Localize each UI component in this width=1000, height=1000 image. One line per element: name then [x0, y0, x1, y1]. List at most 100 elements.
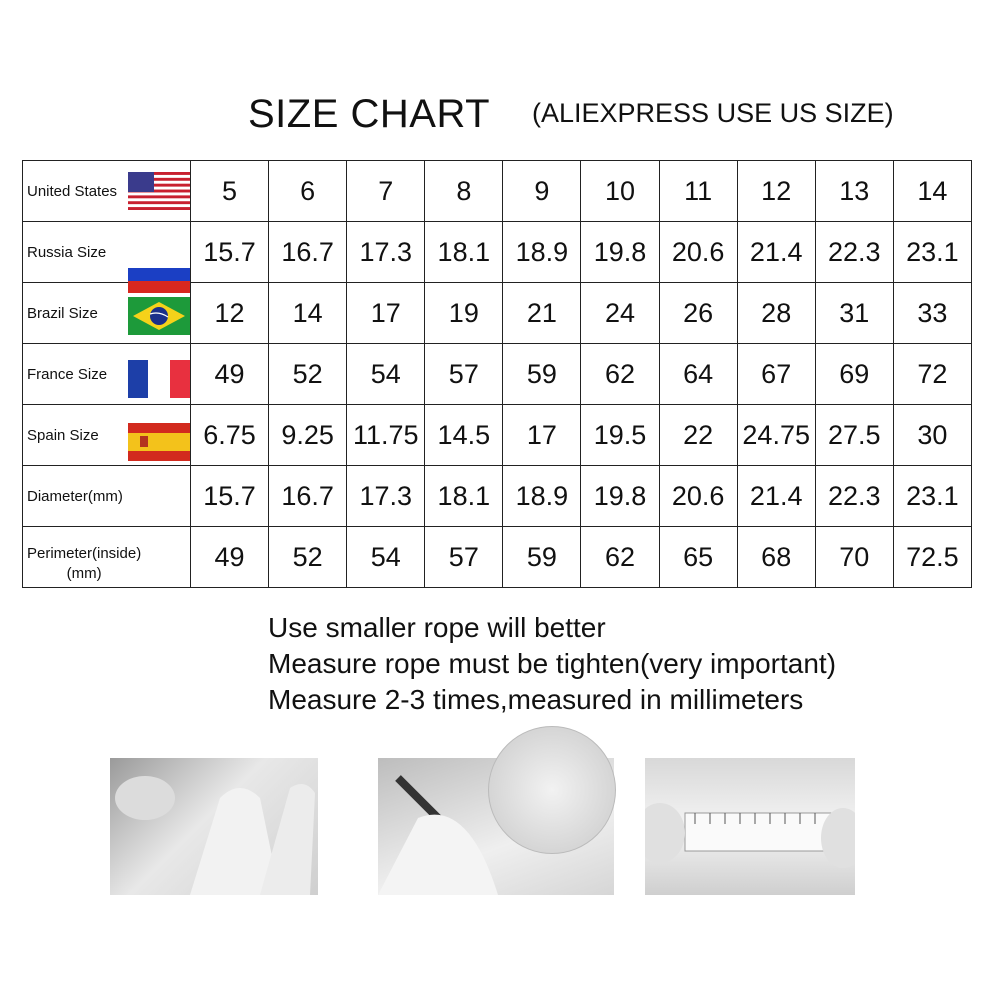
- row-label-unit: (mm): [66, 565, 102, 582]
- table-cell: 28: [736, 282, 816, 344]
- table-cell: 31: [814, 282, 894, 344]
- table-cell: 16.7: [268, 221, 348, 283]
- table-cell: 49: [189, 343, 270, 405]
- table-cell: 11: [658, 160, 738, 222]
- row-header: France Size: [22, 343, 191, 405]
- row-header: Perimeter(inside) (mm): [22, 526, 191, 588]
- table-cell: 27.5: [814, 404, 894, 466]
- table-cell: 15.7: [189, 465, 270, 527]
- page-title: SIZE CHART: [248, 92, 491, 136]
- table-cell: 7: [346, 160, 426, 222]
- france-flag-icon: [128, 360, 190, 398]
- table-cell: 13: [814, 160, 894, 222]
- table-cell: 26: [658, 282, 738, 344]
- photo-magnifier-circle: [488, 726, 616, 854]
- row-label: Brazil Size: [27, 305, 98, 322]
- brazil-flag-icon: [128, 297, 190, 335]
- table-cell: 68: [736, 526, 816, 588]
- table-cell: 62: [580, 343, 660, 405]
- table-cell: 18.9: [502, 465, 582, 527]
- table-cell: 22.3: [814, 221, 894, 283]
- table-cell: 6.75: [189, 404, 270, 466]
- table-cell: 17: [502, 404, 582, 466]
- table-cell: 52: [268, 343, 348, 405]
- table-cell: 20.6: [658, 221, 738, 283]
- row-header: Spain Size: [22, 404, 191, 466]
- row-header: United States: [22, 160, 191, 222]
- table-cell: 19: [424, 282, 504, 344]
- table-cell: 22.3: [814, 465, 894, 527]
- row-label-text: Diameter(mm): [27, 488, 123, 505]
- table-cell: 67: [736, 343, 816, 405]
- table-row: Diameter(mm) 15.7 16.7 17.3 18.1 18.9 19.8 20.6…: [22, 465, 973, 527]
- table-cell: 8: [424, 160, 504, 222]
- table-cell: 18.1: [424, 465, 504, 527]
- instruction-line: Measure 2-3 times,measured in millimeter…: [268, 684, 804, 715]
- us-flag-icon: [128, 172, 190, 210]
- table-cell: 21.4: [736, 465, 816, 527]
- table-cell: 12: [189, 282, 270, 344]
- table-cell: 49: [189, 526, 270, 588]
- table-cell: 59: [502, 526, 582, 588]
- table-cell: 19.8: [580, 465, 660, 527]
- table-row: France Size 49 52 54 57 59 62 64 67 69 72: [22, 343, 973, 405]
- table-cell: 62: [580, 526, 660, 588]
- table-cell: 14: [892, 160, 973, 222]
- table-cell: 23.1: [892, 221, 973, 283]
- table-cell: 17: [346, 282, 426, 344]
- row-label-text: Perimeter(inside): [27, 545, 142, 562]
- table-cell: 72.5: [892, 526, 973, 588]
- table-cell: 52: [268, 526, 348, 588]
- row-label: Russia Size: [27, 244, 106, 261]
- table-cell: 10: [580, 160, 660, 222]
- photo-measure-with-ruler: [645, 758, 855, 895]
- table-cell: 16.7: [268, 465, 348, 527]
- row-label-text: France Size: [27, 366, 108, 383]
- size-chart-table: United States 5 6 7 8 9 10 11 12 13 14 Russia Size 1…: [22, 160, 973, 588]
- table-cell: 15.7: [189, 221, 270, 283]
- table-cell: 70: [814, 526, 894, 588]
- row-label: United States: [27, 183, 117, 200]
- photo-wrap-rope-around-finger: [110, 758, 318, 895]
- instruction-line: Use smaller rope will better: [268, 612, 606, 643]
- table-cell: 17.3: [346, 465, 426, 527]
- table-cell: 65: [658, 526, 738, 588]
- row-label: Spain Size: [27, 427, 99, 444]
- row-label-text: United States: [27, 183, 118, 200]
- table-cell: 11.75: [346, 404, 426, 466]
- table-cell: 57: [424, 526, 504, 588]
- table-cell: 54: [346, 526, 426, 588]
- row-header: Russia Size: [22, 221, 191, 293]
- row-header: Diameter(mm): [22, 465, 191, 527]
- table-cell: 5: [189, 160, 270, 222]
- table-cell: 33: [892, 282, 973, 344]
- table-cell: 17.3: [346, 221, 426, 283]
- table-cell: 64: [658, 343, 738, 405]
- table-cell: 19.5: [580, 404, 660, 466]
- row-label-text: Brazil Size: [27, 305, 98, 322]
- table-cell: 24: [580, 282, 660, 344]
- row-label: France Size: [27, 366, 107, 383]
- table-cell: 30: [892, 404, 973, 466]
- row-header: Brazil Size: [22, 282, 191, 344]
- table-row: United States 5 6 7 8 9 10 11 12 13 14: [22, 160, 973, 222]
- table-cell: 12: [736, 160, 816, 222]
- page-subtitle: (ALIEXPRESS USE US SIZE): [532, 98, 894, 128]
- row-label-text: Russia Size: [27, 244, 107, 261]
- instructions: Use smaller rope will better Measure rop…: [268, 610, 836, 718]
- table-cell: 14: [268, 282, 348, 344]
- spain-flag-icon: [128, 423, 190, 461]
- table-cell: 59: [502, 343, 582, 405]
- table-cell: 20.6: [658, 465, 738, 527]
- table-row: Russia Size 15.7 16.7 17.3 18.1 18.9 19.8 20.6 2…: [22, 221, 973, 293]
- table-cell: 72: [892, 343, 973, 405]
- table-cell: 6: [268, 160, 348, 222]
- instruction-line: Measure rope must be tighten(very import…: [268, 648, 837, 679]
- row-label: Perimeter(inside) (mm): [27, 544, 141, 584]
- table-cell: 21.4: [736, 221, 816, 283]
- table-cell: 57: [424, 343, 504, 405]
- table-cell: 54: [346, 343, 426, 405]
- table-row: Spain Size 6.75 9.25 11.75 14.5 17 19.5 22 24.75…: [22, 404, 973, 466]
- table-cell: 24.75: [736, 404, 816, 466]
- table-cell: 9: [502, 160, 582, 222]
